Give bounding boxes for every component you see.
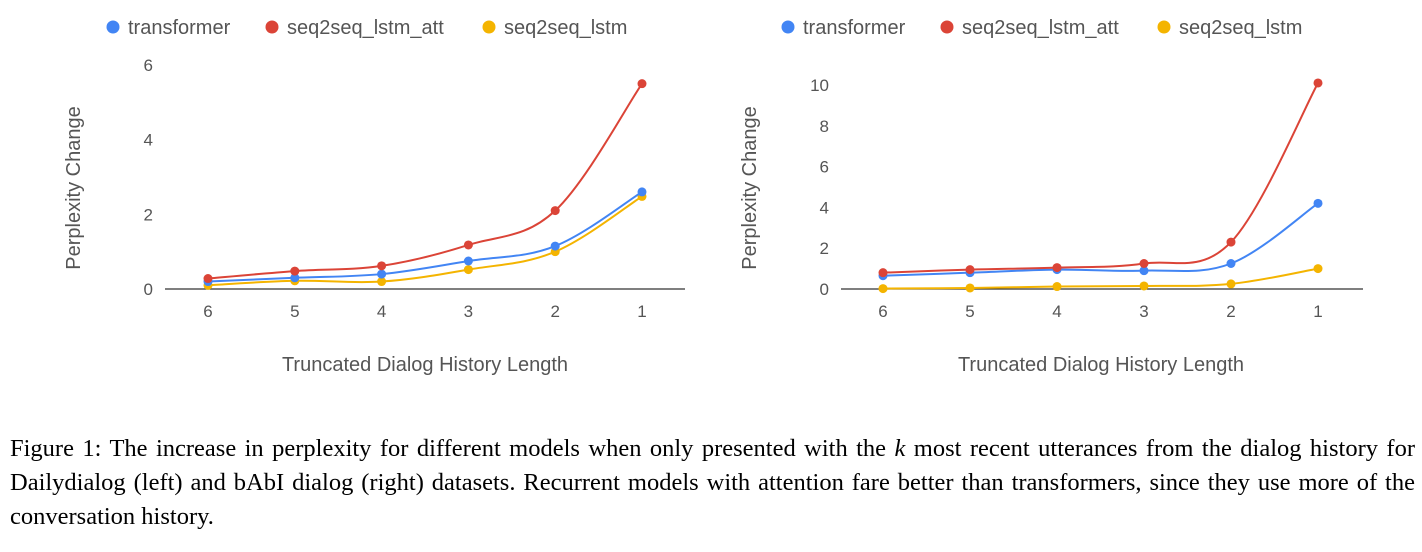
legend-marker [1157,20,1171,34]
series-transformer [203,187,647,287]
data-point [550,241,560,251]
y-tick-label: 2 [144,205,153,224]
legend-marker [482,20,496,34]
chart-left-svg: transformer seq2seq_lstm_att seq2seq_lstm 0… [63,17,685,376]
legend-marker [265,20,279,34]
y-tick-label: 6 [144,56,153,75]
data-point [290,273,300,283]
legend-label: seq2seq_lstm [504,17,627,39]
x-axis-title: Truncated Dialog History Length [958,354,1244,376]
series-transformer [878,198,1323,281]
data-point [377,269,387,279]
data-point [377,261,387,271]
series-seq2seq-lstm-att [203,79,647,284]
data-point [1052,263,1062,273]
caption-k: k [894,435,906,462]
data-point [1226,259,1236,268]
legend-item-transformer: transformer [106,17,231,39]
data-point [1139,266,1149,276]
data-point [637,187,647,197]
data-point [463,265,473,275]
data-point [878,284,888,294]
y-tick-label: 0 [820,280,829,299]
x-tick-label: 3 [1139,302,1148,321]
chart-left-dailydialog: transformer seq2seq_lstm_att seq2seq_lstm 0… [0,0,711,405]
data-point [1139,259,1149,268]
legend-item-seq2seq-lstm-att: seq2seq_lstm_att [265,17,444,39]
x-tick-label: 5 [290,302,299,321]
series-line [207,191,643,283]
data-point [965,283,975,293]
y-tick-label: 4 [144,131,153,150]
legend-item-seq2seq-lstm: seq2seq_lstm [1157,17,1302,39]
x-tick-label: 5 [965,302,974,321]
series-line [882,267,1319,290]
legend-marker [106,20,120,34]
x-tick-label: 6 [878,302,887,321]
series-line [882,202,1319,277]
data-point [550,206,560,216]
data-point [1226,237,1236,247]
data-point [1052,282,1062,292]
legend-marker [940,20,954,34]
series-line [207,83,643,280]
x-tick-label: 2 [550,302,559,321]
data-point [965,265,975,275]
data-point [203,274,213,284]
data-point [1313,264,1323,274]
data-point [1139,281,1149,291]
chart-right-babi: transformer seq2seq_lstm_att seq2seq_lstm 0… [711,0,1422,405]
chart-right-svg: transformer seq2seq_lstm_att seq2seq_lstm 0… [739,17,1363,376]
data-point [1313,78,1323,88]
data-point [878,268,888,278]
legend-label: seq2seq_lstm_att [962,17,1119,39]
y-tick-label: 2 [820,239,829,258]
series-line [882,82,1319,274]
x-tick-label: 3 [464,302,473,321]
y-tick-label: 0 [144,280,153,299]
legend-label: transformer [803,17,906,39]
data-point [637,79,647,89]
x-tick-label: 4 [1052,302,1061,321]
legend-label: transformer [128,17,231,39]
legend-label: seq2seq_lstm [1179,17,1302,39]
figure-caption: Figure 1: The increase in perplexity for… [10,432,1415,534]
caption-label: Figure 1: [10,435,102,462]
x-tick-label: 6 [203,302,212,321]
data-point [1313,198,1323,208]
data-point [377,277,387,287]
data-point [463,240,473,250]
legend-label: seq2seq_lstm_att [287,17,444,39]
data-point [290,266,300,276]
y-tick-label: 8 [820,117,829,136]
legend-item-seq2seq-lstm-att: seq2seq_lstm_att [940,17,1119,39]
legend-marker [781,20,795,34]
x-tick-label: 4 [377,302,386,321]
data-point [463,256,473,266]
legend-item-transformer: transformer [781,17,906,39]
x-tick-label: 1 [1313,302,1322,321]
x-axis-title: Truncated Dialog History Length [282,354,568,376]
y-axis-title: Perplexity Change [63,106,85,269]
y-tick-label: 6 [820,158,829,177]
caption-text-after: most recent utterances from the dialog h… [10,435,1415,530]
y-tick-label: 10 [810,76,829,95]
y-tick-label: 4 [820,198,829,217]
legend-item-seq2seq-lstm: seq2seq_lstm [482,17,627,39]
data-point [1226,279,1236,289]
caption-text-before: The increase in perplexity for different… [109,435,895,462]
y-axis-title: Perplexity Change [739,106,761,269]
x-tick-label: 1 [637,302,646,321]
series-seq2seq-lstm-att [878,78,1323,278]
series-seq2seq-lstm [203,191,647,290]
series-seq2seq-lstm [878,264,1323,294]
x-tick-label: 2 [1226,302,1235,321]
series-line [207,195,643,287]
